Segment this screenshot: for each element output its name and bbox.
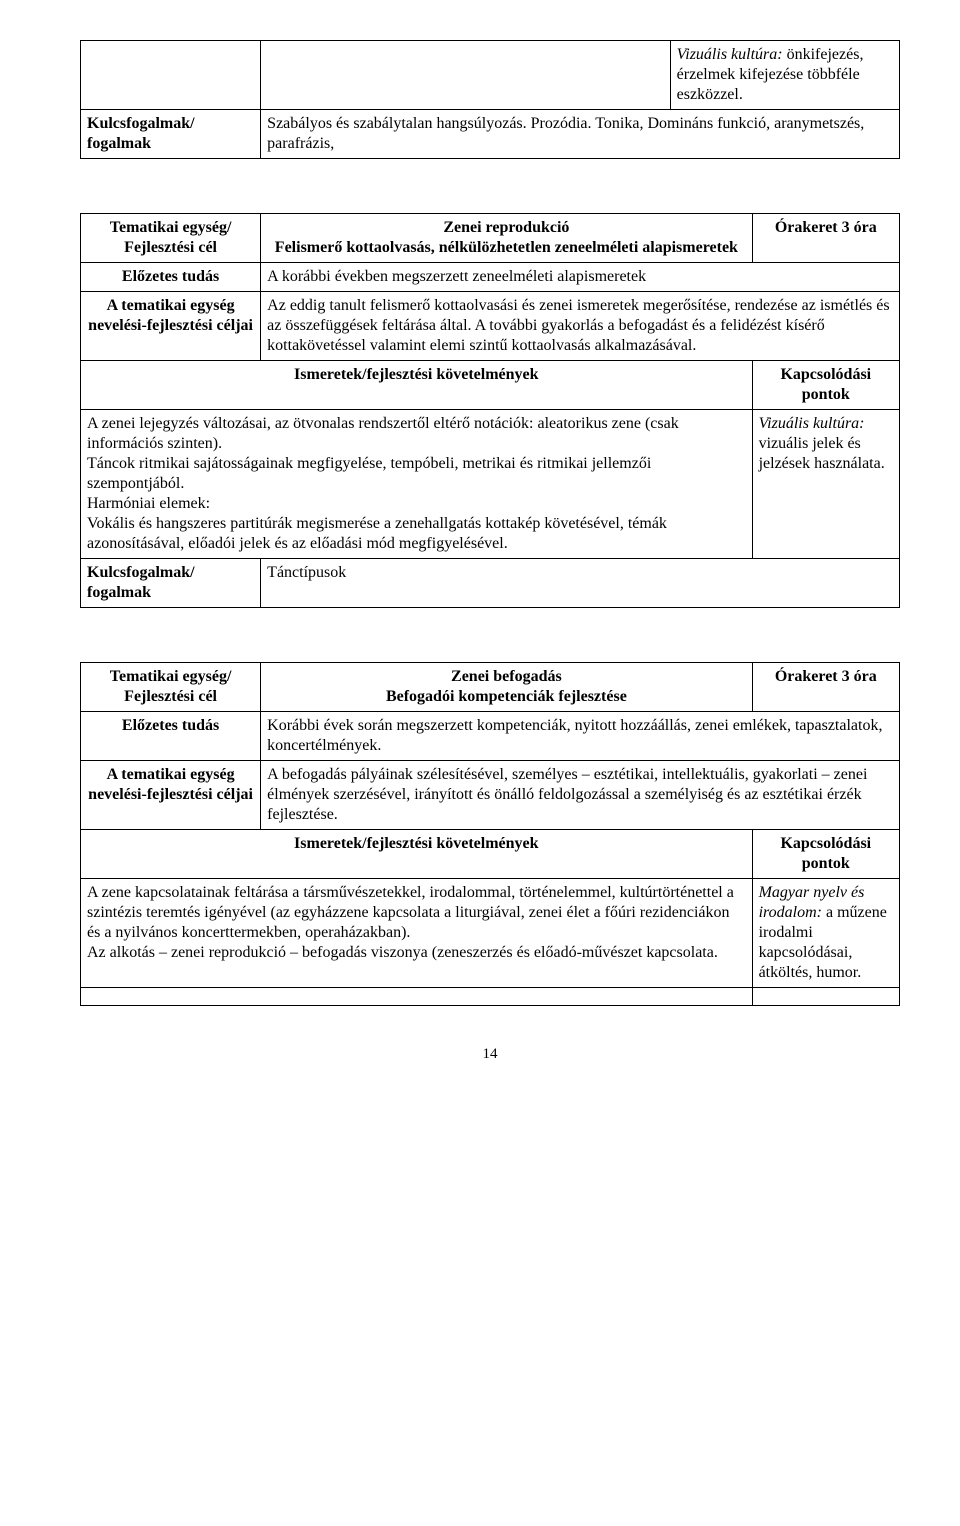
- t3-r1-c2-line2: Befogadói kompetenciák fejlesztése: [386, 688, 627, 705]
- table-1: Vizuális kultúra: önkifejezés, érzelmek …: [80, 40, 900, 159]
- t2-r4-c1: Ismeretek/fejlesztési követelmények: [81, 361, 753, 410]
- t3-r5-c2: Magyar nyelv és irodalom: a műzene iroda…: [752, 879, 899, 988]
- table-3: Tematikai egység/ Fejlesztési cél Zenei …: [80, 662, 900, 1006]
- t1-r2-c2: Szabályos és szabálytalan hangsúlyozás. …: [261, 110, 900, 159]
- t3-r4-c1: Ismeretek/fejlesztési követelmények: [81, 830, 753, 879]
- t2-r1-c1: Tematikai egység/ Fejlesztési cél: [81, 214, 261, 263]
- t1-r1-c1: [81, 41, 261, 110]
- t3-r1-c3: Órakeret 3 óra: [752, 663, 899, 712]
- t2-r5-c2-italic: Vizuális kultúra:: [759, 415, 865, 432]
- table-2: Tematikai egység/ Fejlesztési cél Zenei …: [80, 213, 900, 608]
- t2-r5-c2-rest: vizuális jelek és jelzések használata.: [759, 435, 885, 472]
- t3-r1-c2-line1: Zenei befogadás: [451, 668, 562, 685]
- t2-r1-c2: Zenei reprodukció Felismerő kottaolvasás…: [261, 214, 752, 263]
- t3-r1-c1: Tematikai egység/ Fejlesztési cél: [81, 663, 261, 712]
- t1-top-right-italic: Vizuális kultúra:: [677, 46, 783, 63]
- t3-r4-c2: Kapcsolódási pontok: [752, 830, 899, 879]
- t2-r1-c3: Órakeret 3 óra: [752, 214, 899, 263]
- t3-r3-c2: A befogadás pályáinak szélesítésével, sz…: [261, 761, 900, 830]
- t2-r6-c1: Kulcsfogalmak/ fogalmak: [81, 559, 261, 608]
- t3-r1-c2: Zenei befogadás Befogadói kompetenciák f…: [261, 663, 752, 712]
- t2-r5-c1: A zenei lejegyzés változásai, az ötvonal…: [81, 410, 753, 559]
- t2-r5-c2: Vizuális kultúra: vizuális jelek és jelz…: [752, 410, 899, 559]
- t2-r3-c1: A tematikai egység nevelési-fejlesztési …: [81, 292, 261, 361]
- t1-r2-c1: Kulcsfogalmak/ fogalmak: [81, 110, 261, 159]
- t3-r2-c2: Korábbi évek során megszerzett kompetenc…: [261, 712, 900, 761]
- t2-r2-c2: A korábbi években megszerzett zeneelméle…: [261, 263, 900, 292]
- t1-r1-c2: [261, 41, 671, 110]
- t3-r5-c1: A zene kapcsolatainak feltárása a társmű…: [81, 879, 753, 988]
- t2-r2-c1: Előzetes tudás: [81, 263, 261, 292]
- t3-r3-c1: A tematikai egység nevelési-fejlesztési …: [81, 761, 261, 830]
- t3-r6-c2: [752, 988, 899, 1006]
- t2-r4-c2: Kapcsolódási pontok: [752, 361, 899, 410]
- t2-r3-c2: Az eddig tanult felismerő kottaolvasási …: [261, 292, 900, 361]
- page-number: 14: [80, 1046, 900, 1063]
- t3-r6-c1: [81, 988, 753, 1006]
- t2-r6-c2: Tánctípusok: [261, 559, 900, 608]
- t1-r1-c3: Vizuális kultúra: önkifejezés, érzelmek …: [670, 41, 899, 110]
- t2-r1-c2-line1: Zenei reprodukció: [443, 219, 569, 236]
- t2-r1-c2-line2: Felismerő kottaolvasás, nélkülözhetetlen…: [275, 239, 738, 256]
- t3-r2-c1: Előzetes tudás: [81, 712, 261, 761]
